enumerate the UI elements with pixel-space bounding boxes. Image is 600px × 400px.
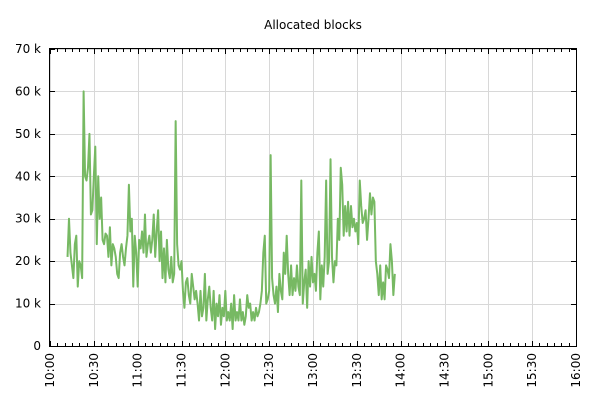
x-tick-label: 11:00: [131, 353, 145, 388]
x-tick-label: 11:30: [175, 353, 189, 388]
x-tick-label: 12:00: [218, 353, 232, 388]
x-tick-label: 10:00: [43, 353, 57, 388]
x-tick-label: 10:30: [87, 353, 101, 388]
x-axis-labels: 10:00 10:30 11:00 11:30 12:00 12:30 13:00 13:30…: [43, 353, 583, 388]
x-tick-label: 14:00: [394, 353, 408, 388]
y-tick-label: 70 k: [15, 42, 41, 56]
y-tick-label: 50 k: [15, 127, 41, 141]
y-tick-label: 20 k: [15, 254, 41, 268]
y-tick-label: 30 k: [15, 212, 41, 226]
x-tick-label: 13:00: [306, 353, 320, 388]
chart-title: Allocated blocks: [264, 18, 362, 32]
x-tick-label: 16:00: [569, 353, 583, 388]
y-tick-label: 10 k: [15, 297, 41, 311]
y-tick-label: 60 k: [15, 84, 41, 98]
series-line-allocated-blocks: [66, 90, 396, 331]
y-axis-labels: 0 10 k 20 k 30 k 40 k 50 k 60 k 70 k: [15, 42, 41, 353]
x-tick-label: 15:30: [525, 353, 539, 388]
plot-frame: [49, 48, 577, 347]
x-tick-label: 12:30: [262, 353, 276, 388]
y-tick-label: 0: [33, 339, 41, 353]
x-tick-label: 15:00: [481, 353, 495, 388]
x-tick-label: 14:30: [438, 353, 452, 388]
y-tick-label: 40 k: [15, 169, 41, 183]
x-tick-label: 13:30: [350, 353, 364, 388]
